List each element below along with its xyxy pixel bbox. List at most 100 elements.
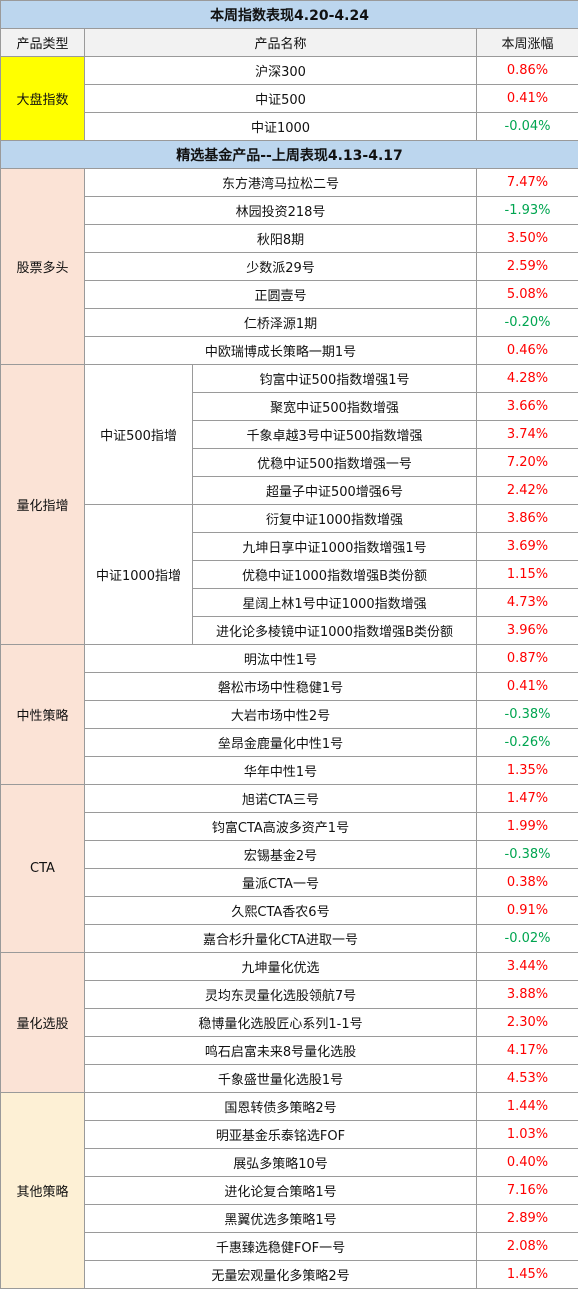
weekly-change: 1.44% — [475, 1092, 578, 1121]
product-name: 量派CTA一号 — [84, 868, 477, 897]
weekly-change: 2.30% — [475, 1008, 578, 1037]
table-row: 千象盛世量化选股1号 4.53% — [1, 1064, 578, 1093]
weekly-change: 0.91% — [475, 896, 578, 925]
table-row: 正圆壹号 5.08% — [1, 280, 578, 309]
weekly-change: -0.26% — [475, 728, 578, 757]
weekly-change: -0.20% — [475, 308, 578, 337]
table-row: 垒昂金鹿量化中性1号 -0.26% — [1, 728, 578, 757]
product-name: 无量宏观量化多策略2号 — [84, 1260, 477, 1289]
table-row: 中性策略 明汯中性1号 0.87% — [0, 644, 578, 785]
product-name: 中证1000 — [84, 112, 477, 141]
table-row: 无量宏观量化多策略2号 1.45% — [1, 1260, 578, 1289]
product-name: 华年中性1号 — [84, 756, 477, 785]
table-row: 中证1000指增 衍复中证1000指数增强 3.86% — [1, 504, 578, 645]
table-row: 黑翼优选多策略1号 2.89% — [1, 1204, 578, 1233]
weekly-change: 1.35% — [475, 756, 578, 785]
product-name: 超量子中证500增强6号 — [192, 476, 477, 505]
weekly-change: 0.40% — [475, 1148, 578, 1177]
table-row: 中证500 0.41% — [1, 84, 578, 113]
table-row: 进化论复合策略1号 7.16% — [1, 1176, 578, 1205]
weekly-change: -0.02% — [475, 924, 578, 953]
product-name: 久熙CTA香农6号 — [84, 896, 477, 925]
weekly-change: 4.73% — [475, 588, 578, 617]
product-name: 千象盛世量化选股1号 — [84, 1064, 477, 1093]
table-row: CTA 旭诺CTA三号 1.47% — [0, 784, 578, 953]
product-name: 九坤量化优选 — [84, 952, 477, 981]
product-name: 鸣石启富未来8号量化选股 — [84, 1036, 477, 1065]
product-name: 进化论复合策略1号 — [84, 1176, 477, 1205]
subcategory-sub500: 中证500指增 — [84, 364, 193, 505]
table-row: 其他策略 国恩转债多策略2号 1.44% — [0, 1092, 578, 1289]
product-name: 明亚基金乐泰铭选FOF — [84, 1120, 477, 1149]
table-row: 量化指增 中证500指增 钧富中证500指数增强1号 4.28% — [0, 364, 578, 645]
table-row: 超量子中证500增强6号 2.42% — [1, 476, 578, 505]
product-name: 沪深300 — [84, 56, 477, 85]
table-row: 聚宽中证500指数增强 3.66% — [1, 392, 578, 421]
weekly-change: 3.66% — [475, 392, 578, 421]
table-row: 磐松市场中性稳健1号 0.41% — [1, 672, 578, 701]
weekly-change: 3.69% — [475, 532, 578, 561]
weekly-change: -0.04% — [475, 112, 578, 141]
weekly-change: 1.03% — [475, 1120, 578, 1149]
table-row: 中欧瑞博成长策略一期1号 0.46% — [1, 336, 578, 365]
weekly-change: 2.59% — [475, 252, 578, 281]
weekly-change: 7.20% — [475, 448, 578, 477]
product-name: 林园投资218号 — [84, 196, 477, 225]
product-name: 九坤日享中证1000指数增强1号 — [192, 532, 477, 561]
section-header-row: 精选基金产品--上周表现4.13-4.17 — [0, 140, 578, 169]
weekly-change: -0.38% — [475, 840, 578, 869]
category-cta: CTA — [0, 784, 85, 953]
weekly-change: 1.99% — [475, 812, 578, 841]
product-name: 嘉合杉升量化CTA进取一号 — [84, 924, 477, 953]
table-row: 华年中性1号 1.35% — [1, 756, 578, 785]
category-neutral: 中性策略 — [0, 644, 85, 785]
column-header-change: 本周涨幅 — [475, 28, 578, 57]
product-name: 磐松市场中性稳健1号 — [84, 672, 477, 701]
product-name: 东方港湾马拉松二号 — [84, 168, 477, 197]
product-name: 垒昂金鹿量化中性1号 — [84, 728, 477, 757]
table-row: 钧富CTA高波多资产1号 1.99% — [1, 812, 578, 841]
product-name: 大岩市场中性2号 — [84, 700, 477, 729]
table-row: 宏锡基金2号 -0.38% — [1, 840, 578, 869]
table-row: 秋阳8期 3.50% — [1, 224, 578, 253]
table-row: 大岩市场中性2号 -0.38% — [1, 700, 578, 729]
table-row: 中证1000 -0.04% — [1, 112, 578, 141]
table-row: 千惠臻选稳健FOF一号 2.08% — [1, 1232, 578, 1261]
product-name: 少数派29号 — [84, 252, 477, 281]
product-name: 稳博量化选股匠心系列1-1号 — [84, 1008, 477, 1037]
table-row: 鸣石启富未来8号量化选股 4.17% — [1, 1036, 578, 1065]
category-quant-enhanced: 量化指增 — [0, 364, 85, 645]
table-row: 久熙CTA香农6号 0.91% — [1, 896, 578, 925]
category-stocks: 股票多头 — [0, 168, 85, 365]
weekly-change: 0.38% — [475, 868, 578, 897]
weekly-change: 2.89% — [475, 1204, 578, 1233]
weekly-change: 7.47% — [475, 168, 578, 197]
weekly-change: 4.17% — [475, 1036, 578, 1065]
product-name: 旭诺CTA三号 — [84, 784, 477, 813]
product-name: 千惠臻选稳健FOF一号 — [84, 1232, 477, 1261]
weekly-change: 3.50% — [475, 224, 578, 253]
category-index: 大盘指数 — [0, 56, 85, 141]
product-name: 正圆壹号 — [84, 280, 477, 309]
product-name: 优稳中证1000指数增强B类份额 — [192, 560, 477, 589]
weekly-change: 3.74% — [475, 420, 578, 449]
table-row: 明亚基金乐泰铭选FOF 1.03% — [1, 1120, 578, 1149]
weekly-change: 4.53% — [475, 1064, 578, 1093]
weekly-change: 0.41% — [475, 84, 578, 113]
category-quant-pick: 量化选股 — [0, 952, 85, 1093]
table-row: 仁桥泽源1期 -0.20% — [1, 308, 578, 337]
column-header-type: 产品类型 — [0, 28, 85, 57]
product-name: 星阔上林1号中证1000指数增强 — [192, 588, 477, 617]
table-row: 量派CTA一号 0.38% — [1, 868, 578, 897]
weekly-change: -1.93% — [475, 196, 578, 225]
section-title: 精选基金产品--上周表现4.13-4.17 — [0, 140, 578, 169]
column-header-name: 产品名称 — [84, 28, 477, 57]
table-row: 稳博量化选股匠心系列1-1号 2.30% — [1, 1008, 578, 1037]
table-row: 优稳中证500指数增强一号 7.20% — [1, 448, 578, 477]
product-name: 聚宽中证500指数增强 — [192, 392, 477, 421]
table-row: 少数派29号 2.59% — [1, 252, 578, 281]
product-name: 国恩转债多策略2号 — [84, 1092, 477, 1121]
weekly-change: 1.45% — [475, 1260, 578, 1289]
weekly-change: 0.87% — [475, 644, 578, 673]
